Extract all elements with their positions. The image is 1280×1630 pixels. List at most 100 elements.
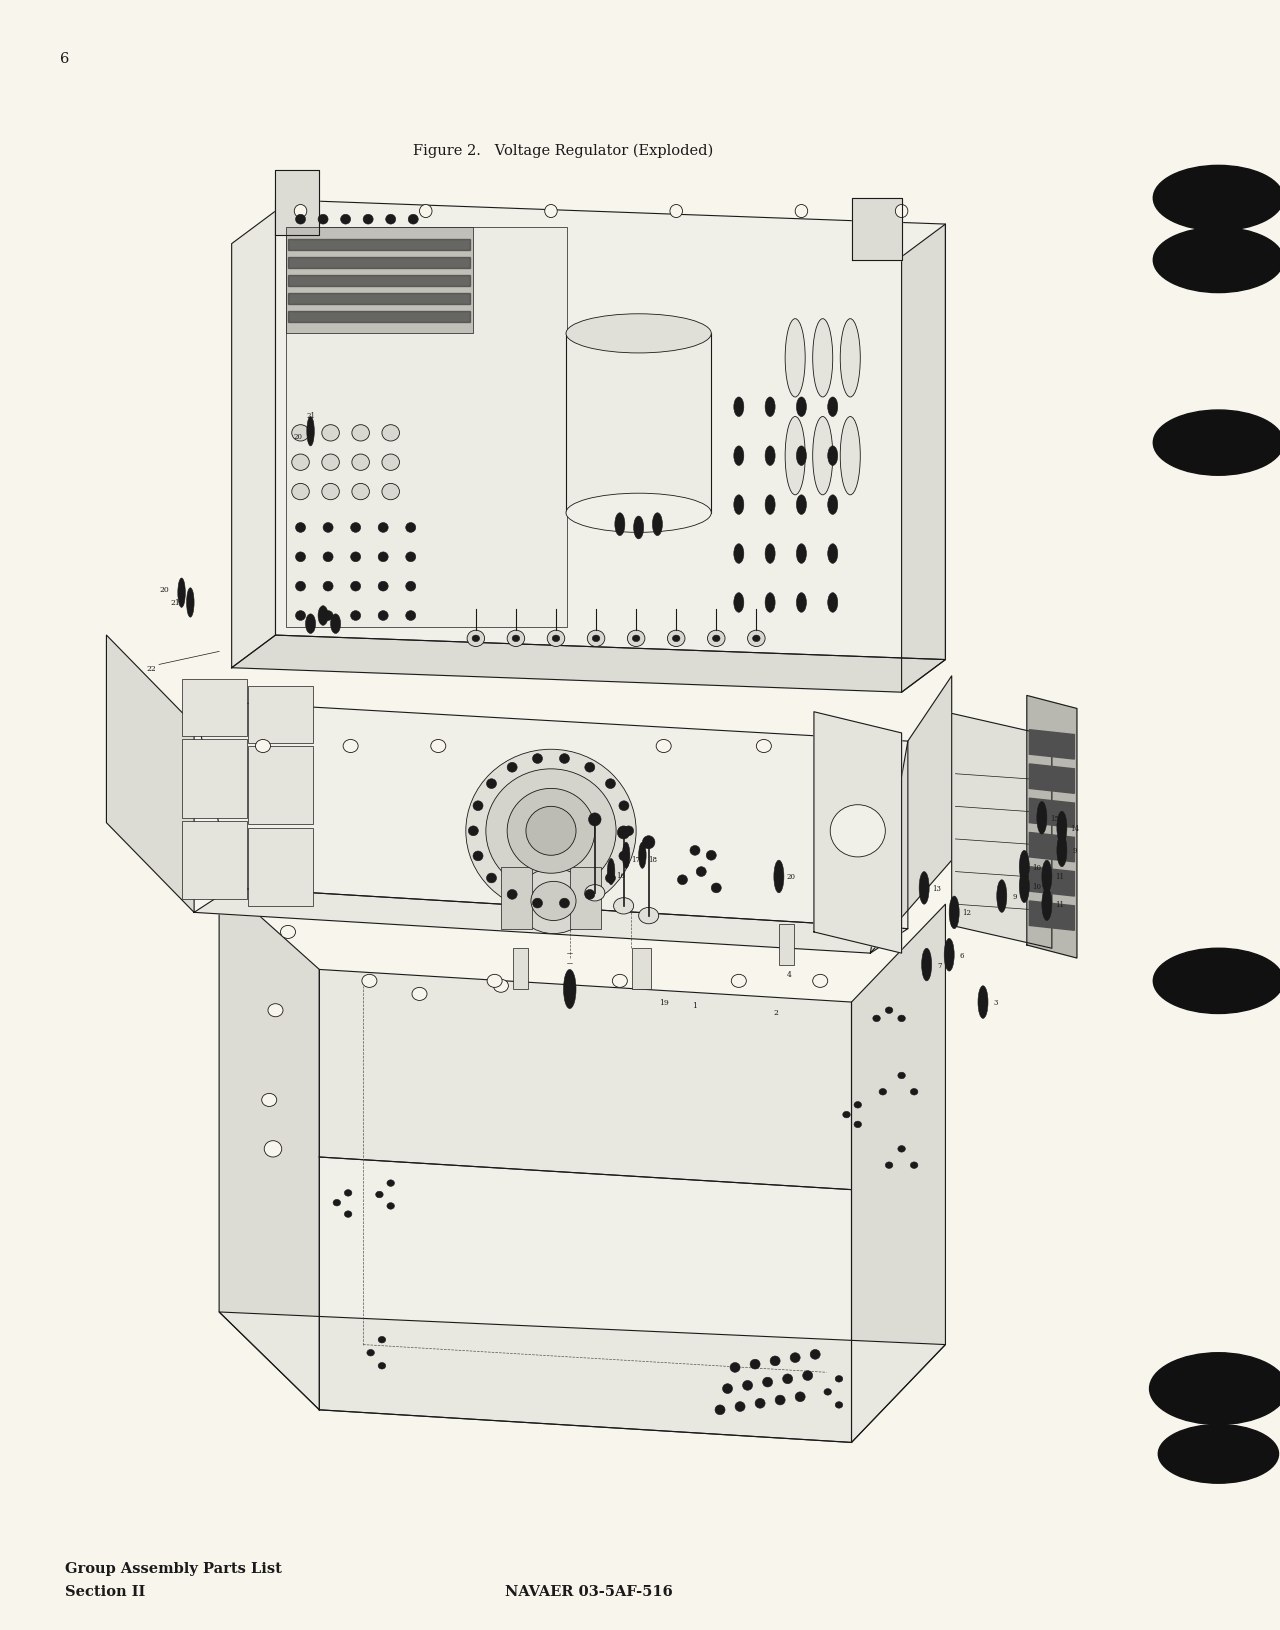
Ellipse shape (620, 851, 628, 861)
Ellipse shape (516, 869, 591, 934)
Ellipse shape (563, 970, 576, 1009)
Ellipse shape (879, 1089, 887, 1095)
Ellipse shape (731, 975, 746, 988)
Text: 20: 20 (159, 587, 169, 593)
Ellipse shape (296, 582, 306, 592)
Ellipse shape (323, 523, 333, 533)
Ellipse shape (378, 523, 388, 533)
Ellipse shape (753, 636, 760, 642)
Ellipse shape (1057, 812, 1068, 844)
Ellipse shape (919, 872, 929, 905)
Ellipse shape (296, 611, 306, 621)
Polygon shape (1027, 696, 1076, 958)
Ellipse shape (813, 417, 833, 496)
Ellipse shape (472, 636, 480, 642)
Ellipse shape (378, 582, 388, 592)
Ellipse shape (897, 1015, 905, 1022)
Ellipse shape (796, 593, 806, 613)
Ellipse shape (1153, 166, 1280, 231)
Ellipse shape (895, 205, 908, 218)
Ellipse shape (828, 544, 837, 564)
Ellipse shape (765, 496, 776, 515)
Ellipse shape (997, 880, 1007, 913)
Text: NAVAER 03-5AF-516: NAVAER 03-5AF-516 (504, 1584, 672, 1599)
Ellipse shape (639, 843, 646, 869)
Ellipse shape (613, 898, 634, 914)
Ellipse shape (507, 631, 525, 647)
Ellipse shape (828, 447, 837, 466)
Text: Section II: Section II (65, 1584, 146, 1599)
Text: 13: 13 (932, 885, 941, 892)
Ellipse shape (375, 1192, 383, 1198)
Ellipse shape (950, 897, 959, 929)
Polygon shape (219, 880, 319, 1410)
Ellipse shape (623, 826, 634, 836)
Ellipse shape (667, 631, 685, 647)
Bar (248, 747, 314, 825)
Ellipse shape (771, 1356, 780, 1366)
Ellipse shape (351, 523, 361, 533)
Ellipse shape (323, 582, 333, 592)
Ellipse shape (796, 544, 806, 564)
Bar (285, 228, 567, 628)
Ellipse shape (408, 215, 419, 225)
Ellipse shape (1153, 949, 1280, 1014)
Ellipse shape (420, 205, 433, 218)
Ellipse shape (748, 631, 765, 647)
Ellipse shape (782, 1374, 792, 1384)
Ellipse shape (708, 631, 724, 647)
Ellipse shape (468, 826, 479, 836)
Bar (248, 686, 314, 743)
Ellipse shape (585, 763, 595, 773)
Ellipse shape (836, 1402, 842, 1408)
Ellipse shape (321, 484, 339, 500)
Ellipse shape (828, 593, 837, 613)
Ellipse shape (321, 455, 339, 471)
Ellipse shape (897, 1073, 905, 1079)
Ellipse shape (785, 417, 805, 496)
Ellipse shape (605, 874, 616, 883)
Ellipse shape (351, 611, 361, 621)
Ellipse shape (585, 890, 595, 900)
Polygon shape (319, 1157, 851, 1443)
Ellipse shape (765, 544, 776, 564)
Ellipse shape (945, 939, 954, 971)
Polygon shape (195, 888, 908, 954)
Ellipse shape (585, 885, 605, 901)
Text: 9: 9 (1012, 893, 1016, 900)
Ellipse shape (367, 1350, 375, 1356)
Ellipse shape (344, 1190, 352, 1196)
Ellipse shape (842, 1112, 850, 1118)
Ellipse shape (406, 523, 416, 533)
Ellipse shape (486, 769, 616, 893)
Ellipse shape (333, 1200, 340, 1206)
Ellipse shape (1042, 888, 1052, 921)
Ellipse shape (828, 398, 837, 417)
Ellipse shape (774, 861, 783, 893)
Ellipse shape (526, 807, 576, 856)
Ellipse shape (796, 447, 806, 466)
Ellipse shape (292, 484, 310, 500)
Ellipse shape (765, 447, 776, 466)
Ellipse shape (803, 1371, 813, 1381)
Ellipse shape (486, 874, 497, 883)
Ellipse shape (385, 215, 396, 225)
Ellipse shape (351, 553, 361, 562)
Ellipse shape (1149, 1353, 1280, 1425)
Text: 21: 21 (170, 600, 180, 606)
Ellipse shape (330, 615, 340, 634)
Polygon shape (1029, 867, 1074, 897)
Ellipse shape (493, 980, 508, 993)
Ellipse shape (545, 205, 557, 218)
Ellipse shape (559, 755, 570, 764)
Polygon shape (288, 258, 470, 269)
Text: 12: 12 (963, 910, 972, 916)
Text: 10: 10 (1033, 883, 1042, 890)
Ellipse shape (886, 1162, 893, 1169)
Polygon shape (288, 311, 470, 323)
Ellipse shape (589, 813, 602, 826)
Polygon shape (106, 636, 195, 913)
Ellipse shape (776, 1395, 785, 1405)
Ellipse shape (1019, 851, 1029, 883)
Text: 4: 4 (786, 971, 791, 978)
